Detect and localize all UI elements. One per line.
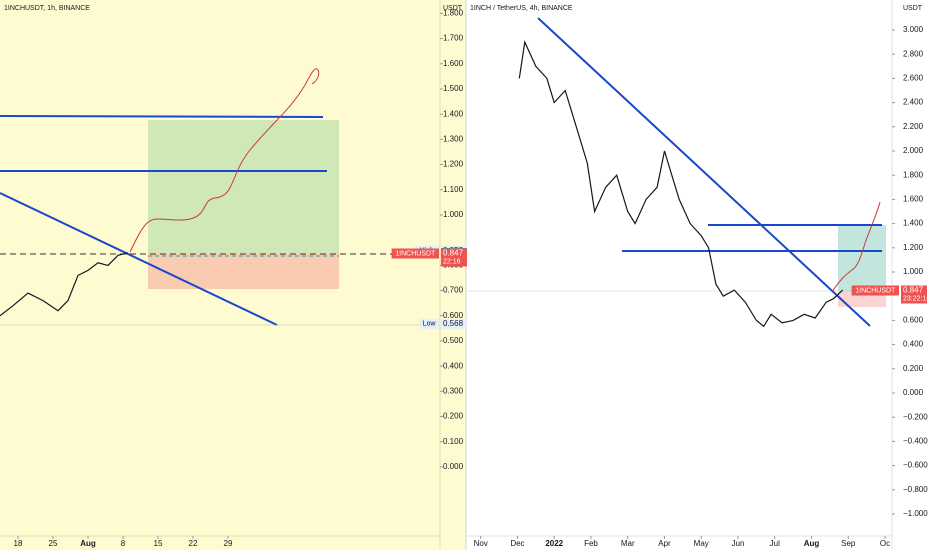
y-tick-label: 0.000 — [903, 388, 924, 397]
chart-title: 1INCH / TetherUS, 4h, BINANCE — [470, 5, 573, 12]
y-tick-label: −0.800 — [903, 485, 928, 494]
price-tag — [441, 318, 467, 329]
y-tick-label: 0.400 — [903, 340, 924, 349]
x-tick-label: Aug — [80, 539, 96, 548]
y-tick-label: 0.600 — [443, 311, 464, 320]
y-tick-label: 3.000 — [903, 25, 924, 34]
price-tag-name-bg — [851, 285, 899, 296]
y-tick-label: 1.800 — [903, 170, 924, 179]
y-tick-label: 1.000 — [443, 210, 464, 219]
price-tag-name-bg — [391, 248, 439, 259]
y-tick-label: 0.500 — [443, 336, 464, 345]
chart-layer: 1INCHUSDT, 1h, BINANCE USDT1.8001.7001.60… — [0, 5, 930, 548]
y-tick-label: 1.400 — [443, 109, 464, 118]
price-tag — [441, 248, 467, 267]
x-tick-label: Mar — [621, 539, 635, 548]
price-tag-value: 0.847 — [903, 286, 924, 295]
y-tick-label: 0.700 — [443, 286, 464, 295]
y-tick-label: 1.600 — [443, 59, 464, 68]
x-tick-label: Oc — [880, 539, 890, 548]
x-tick-label: 25 — [49, 539, 58, 548]
price-tag-name: 1INCHUSDT — [855, 287, 896, 294]
price-tag-value: 0.847 — [443, 249, 464, 258]
y-tick-label: 0.300 — [443, 386, 464, 395]
x-tick-label: May — [694, 539, 709, 548]
y-tick-label: 1.700 — [443, 34, 464, 43]
resistance-line — [0, 115, 324, 118]
y-tick-label: 1.300 — [443, 134, 464, 143]
loss-zone — [148, 254, 339, 289]
y-tick-label: 1.200 — [903, 243, 924, 252]
projection-path — [129, 68, 320, 253]
y-tick-label: 0.100 — [443, 437, 464, 446]
y-tick-label: 0.200 — [443, 412, 464, 421]
y-tick-label: −0.400 — [903, 436, 928, 445]
trend-line — [537, 17, 871, 327]
x-tick-label: 22 — [189, 539, 198, 548]
x-tick-label: 15 — [154, 539, 163, 548]
price-tag-name: Low — [423, 321, 437, 328]
price-line — [518, 40, 844, 328]
y-tick-label: 2.200 — [903, 122, 924, 131]
profit-zone — [838, 225, 886, 292]
price-tag — [901, 285, 927, 304]
y-tick-label: 0.200 — [903, 364, 924, 373]
x-tick-label: Sep — [841, 539, 856, 548]
x-tick-label: Jun — [732, 539, 745, 548]
y-tick-label: 0.600 — [903, 315, 924, 324]
y-tick-label: 2.600 — [903, 74, 924, 83]
price-tag-value: 0.568 — [443, 319, 464, 328]
y-tick-label: 2.000 — [903, 146, 924, 155]
y-tick-label: 1.500 — [443, 84, 464, 93]
projection-path — [831, 201, 881, 293]
y-tick-label: 1.600 — [903, 195, 924, 204]
axis-unit: USDT — [443, 5, 463, 12]
y-tick-label: 0.000 — [443, 462, 464, 471]
y-tick-label: 0.400 — [443, 361, 464, 370]
price-tag-time: 23:22:16 — [903, 295, 930, 302]
x-tick-label: 8 — [121, 539, 126, 548]
y-tick-label: 2.400 — [903, 98, 924, 107]
x-tick-label: Nov — [474, 539, 488, 548]
y-tick-label: 2.800 — [903, 49, 924, 58]
loss-zone — [838, 292, 886, 307]
y-tick-label: −0.200 — [903, 412, 928, 421]
x-tick-label: Dec — [510, 539, 524, 548]
price-tag-time: 22:16 — [443, 258, 461, 265]
x-tick-label: Aug — [804, 539, 820, 548]
x-tick-label: Jul — [770, 539, 780, 548]
y-tick-label: 1.100 — [443, 185, 464, 194]
profit-zone — [148, 120, 339, 254]
price-tag-name-bg — [419, 318, 439, 329]
x-tick-label: Feb — [584, 539, 598, 548]
x-tick-label: 2022 — [545, 539, 563, 548]
y-tick-label: −0.600 — [903, 461, 928, 470]
trend-line — [0, 192, 278, 326]
axis-unit: USDT — [903, 5, 923, 12]
price-line — [0, 252, 129, 317]
y-tick-label: 1.800 — [443, 8, 464, 17]
y-tick-label: −1.000 — [903, 509, 928, 518]
y-tick-label: 1.200 — [443, 160, 464, 169]
chart-title: 1INCHUSDT, 1h, BINANCE — [4, 5, 90, 12]
x-tick-label: 29 — [224, 539, 233, 548]
x-tick-label: Apr — [658, 539, 671, 548]
y-tick-label: 1.000 — [903, 267, 924, 276]
price-tag-name: 1INCHUSDT — [395, 250, 436, 257]
x-tick-label: 18 — [14, 539, 23, 548]
y-tick-label: 1.400 — [903, 219, 924, 228]
